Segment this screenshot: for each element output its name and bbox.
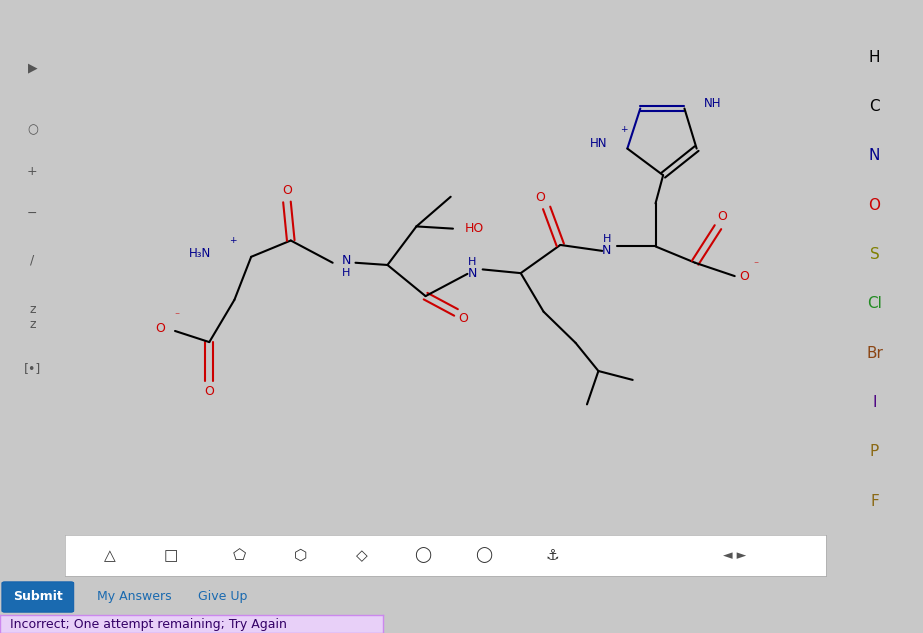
Text: H: H [342,268,351,278]
Text: N: N [342,254,351,267]
Text: ◄ ►: ◄ ► [723,549,747,562]
Text: C: C [869,99,880,114]
Text: O: O [535,191,545,204]
Text: My Answers: My Answers [97,590,172,603]
Text: /: / [30,253,34,266]
Text: N: N [602,244,611,256]
Text: P: P [869,444,880,460]
Text: H: H [468,257,476,267]
Text: +: + [620,125,628,134]
Text: Br: Br [866,346,883,361]
Text: ⬡: ⬡ [294,548,307,563]
Text: HN: HN [590,137,607,150]
Text: z
z: z z [29,303,36,331]
Text: Give Up: Give Up [198,590,247,603]
Text: H: H [603,234,611,244]
Text: △: △ [104,548,116,563]
Text: □: □ [164,548,178,563]
Text: O: O [459,312,469,325]
Text: [•]: [•] [24,362,41,375]
Text: O: O [717,210,727,223]
Text: −: − [27,206,38,220]
Text: H₃N: H₃N [189,247,211,260]
Text: O: O [282,184,292,197]
Text: O: O [155,322,165,334]
Text: Incorrect; One attempt remaining; Try Again: Incorrect; One attempt remaining; Try Ag… [9,618,286,630]
Text: +: + [229,236,236,245]
Text: ◯: ◯ [474,548,492,563]
Text: NH: NH [704,97,722,110]
Text: N: N [467,266,476,280]
Text: ⁻: ⁻ [753,261,759,271]
Text: ⁻: ⁻ [174,311,180,321]
Text: F: F [870,494,879,509]
Text: O: O [739,270,749,282]
Text: ▶: ▶ [28,61,37,74]
Text: Submit: Submit [13,590,63,603]
Text: O: O [869,197,881,213]
Text: S: S [869,247,880,262]
Text: HO: HO [464,222,484,235]
Text: ⬠: ⬠ [234,548,246,563]
Text: N: N [869,149,881,163]
Text: ◇: ◇ [355,548,367,563]
Text: I: I [872,395,877,410]
Text: +: + [27,165,38,178]
Text: ◯: ◯ [414,548,431,563]
Text: O: O [204,384,214,398]
Text: Cl: Cl [867,296,882,311]
Text: ○: ○ [27,123,38,137]
Text: ⚓: ⚓ [545,548,558,563]
Text: H: H [869,50,881,65]
FancyBboxPatch shape [2,582,74,612]
